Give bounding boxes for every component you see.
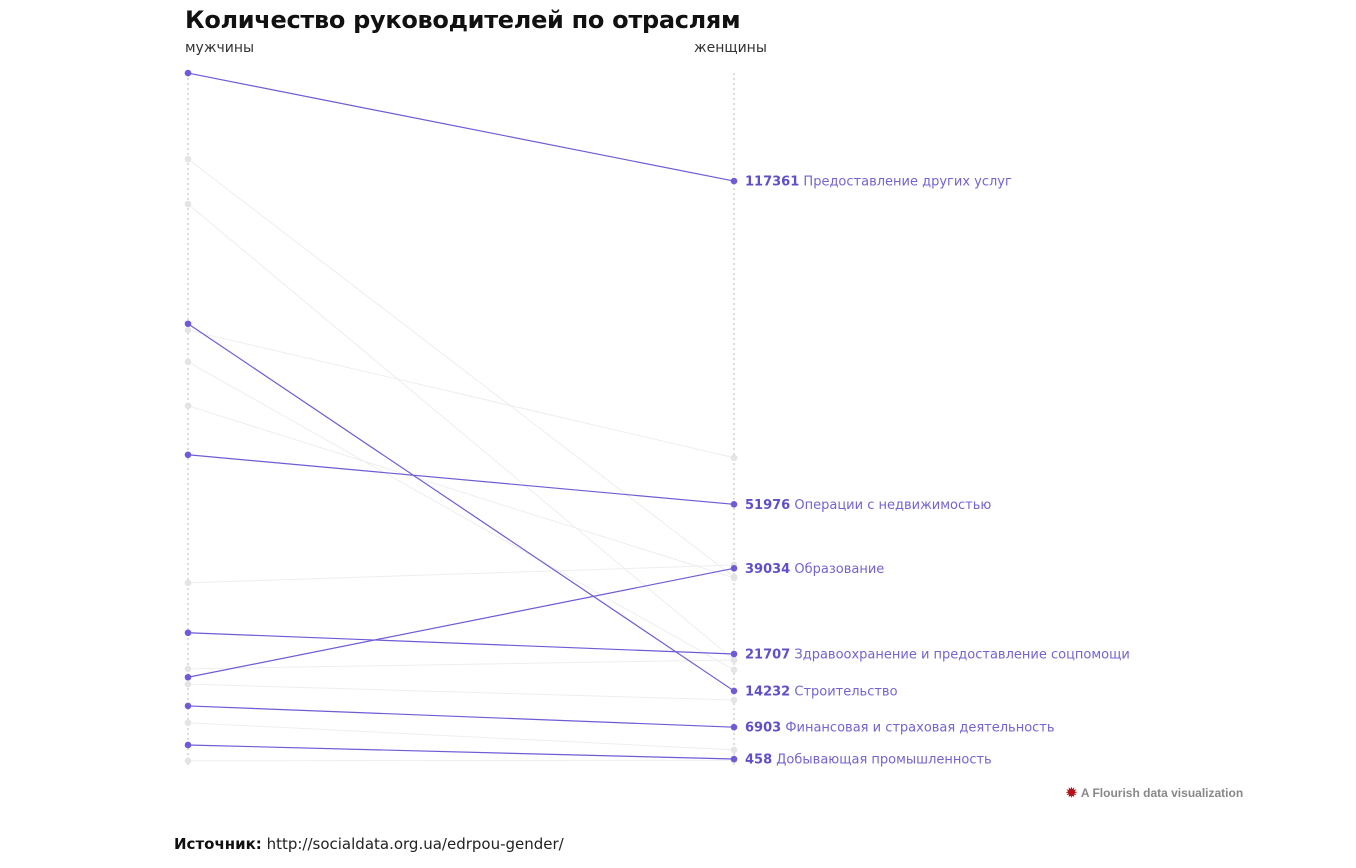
left-point [184,358,192,366]
flourish-credit[interactable]: ✹ A Flourish data visualization [1066,785,1243,801]
left-point [184,757,192,765]
right-point [730,696,738,704]
category-label: Предоставление других услуг [799,175,1012,190]
left-axis-label: мужчины [185,40,255,56]
category-label: Финансовая и страховая деятельность [781,721,1054,736]
left-point [184,451,192,459]
series-line [187,564,735,584]
left-point [184,320,192,328]
right-point [730,656,738,664]
left-point [184,680,192,688]
series-line [187,323,735,692]
category-label: Образование [790,562,884,577]
series-line [187,632,735,655]
source-note: Источник: http://socialdata.org.ua/edrpo… [174,835,564,853]
left-point [184,629,192,637]
series-line [187,705,735,728]
right-point [730,746,738,754]
value-label: 6903 [745,721,781,736]
right-point [730,650,738,658]
series-label: 14232 Строительство [745,684,898,699]
left-point [184,665,192,673]
right-point [730,666,738,674]
left-point [184,402,192,410]
series-label: 117361 Предоставление других услуг [745,175,1012,190]
right-point [730,501,738,508]
flourish-logo-icon: ✹ [1066,785,1077,800]
right-point [730,565,738,572]
left-point [184,673,192,681]
right-point [730,723,738,731]
series-line [187,659,735,670]
series-line [187,405,735,579]
source-label: Источник: [174,835,262,853]
series-line [187,722,735,751]
right-point [730,755,738,763]
series-line [187,158,735,578]
series-line [187,72,735,182]
right-point [730,687,738,695]
value-label: 117361 [745,175,799,190]
right-point [730,574,738,582]
value-label: 21707 [745,647,790,662]
left-point [184,200,192,208]
series-line [187,329,735,459]
value-label: 14232 [745,684,790,699]
series-line [187,567,735,678]
value-label: 458 [745,753,772,768]
series-line [187,361,735,671]
series-line [187,683,735,701]
value-label: 51976 [745,498,790,513]
series-line [187,454,735,505]
series-label: 458 Добывающая промышленность [745,753,992,768]
left-point [184,741,192,749]
series-label: 39034 Образование [745,562,884,577]
right-point [730,177,738,185]
category-label: Операции с недвижимостью [790,498,991,513]
category-label: Здравоохранение и предоставление соцпомо… [790,647,1130,662]
chart-title: Количество руководителей по отраслям [185,6,741,34]
series-label: 21707 Здравоохранение и предоставление с… [745,647,1130,662]
category-label: Добывающая промышленность [772,753,992,768]
left-point [184,579,192,587]
right-point [730,454,738,462]
credit-text: A Flourish data visualization [1080,786,1244,800]
value-label: 39034 [745,562,790,577]
series-label: 6903 Финансовая и страховая деятельность [745,721,1055,736]
right-axis-label: женщины [694,40,767,56]
left-point [184,69,192,77]
series-line [187,744,735,760]
series-line [187,203,735,661]
series-label: 51976 Операции с недвижимостью [745,498,991,513]
left-point [184,702,192,710]
left-point [184,719,192,727]
left-point [184,155,192,163]
left-point [184,326,192,334]
category-label: Строительство [790,684,897,699]
source-link[interactable]: http://socialdata.org.ua/edrpou-gender/ [266,835,564,853]
